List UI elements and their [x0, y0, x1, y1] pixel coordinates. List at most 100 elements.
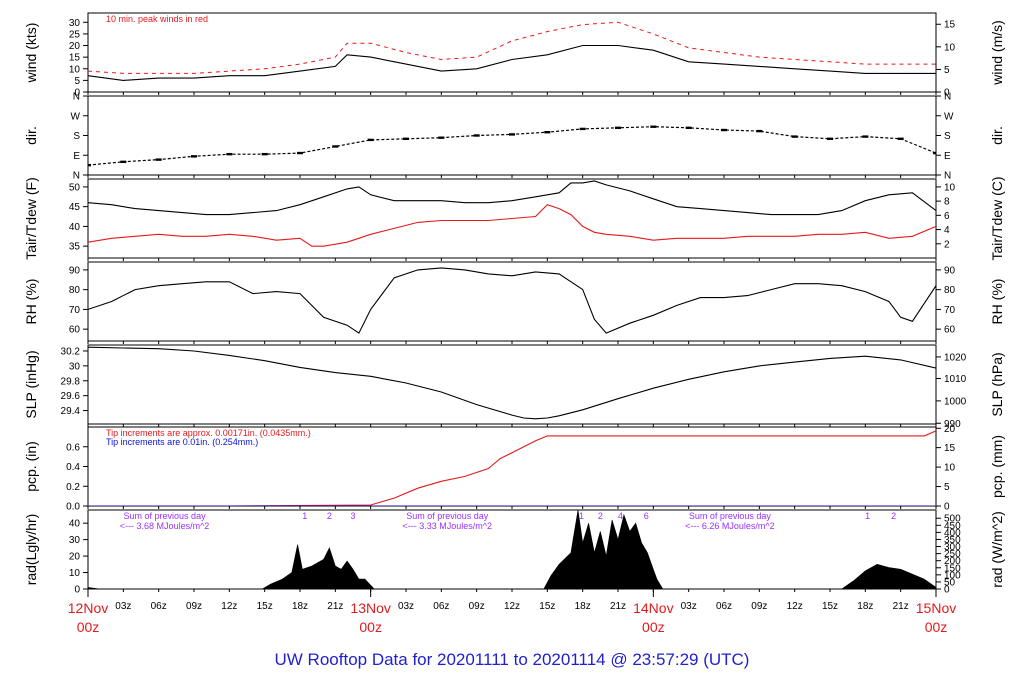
time-tick-label: 06z [433, 601, 449, 612]
panel-frame [87, 344, 937, 425]
time-tick-label: 12z [787, 601, 803, 612]
right-tick-label: 350 [944, 535, 961, 546]
time-tick-label: 12z [221, 601, 237, 612]
right-tick-label: 10 [944, 42, 956, 53]
right-tick-label: 500 [944, 514, 961, 525]
series-wind-direction [88, 125, 936, 167]
time-tick-label: 09z [186, 601, 202, 612]
series-solar-radiation-lgly-hr- [88, 510, 936, 589]
time-tick-label: 15z [257, 601, 273, 612]
right-tick-label: E [944, 151, 951, 162]
right-tick-label: 6 [944, 211, 950, 222]
time-tick-label: 15z [822, 601, 838, 612]
panel-temp: 35 40 45 50 2 4 6 8 10 Tair/Tdew (F) Tair/Tdew (C) [23, 176, 1005, 261]
series-tdew-f- [88, 204, 936, 247]
ylabel-left: pcp. (in) [23, 441, 39, 492]
ylabel-right: pcp. (mm) [989, 435, 1005, 498]
panel-rad: 010203040050100150200250300350400450500r… [23, 509, 1005, 596]
right-tick-label: 0 [944, 502, 950, 513]
left-tick-label: 60 [69, 325, 81, 336]
ylabel-left: dir. [23, 126, 39, 145]
left-tick-label: 25 [69, 29, 81, 40]
left-tick-label: 35 [69, 242, 81, 253]
right-tick-label: 150 [944, 563, 961, 574]
day-label: 15Nov [916, 600, 956, 616]
right-tick-label: 50 [944, 577, 956, 588]
time-tick-label: 09z [469, 601, 485, 612]
ylabel-left: SLP (inHg) [23, 350, 39, 418]
ylabel-right: SLP (hPa) [989, 352, 1005, 416]
left-tick-label: W [71, 111, 81, 122]
time-tick-label: 09z [751, 601, 767, 612]
left-tick-label: 30 [69, 535, 81, 546]
time-tick-label: 21z [893, 601, 909, 612]
left-tick-label: 30.2 [61, 346, 81, 357]
rad-sum-value: <--- 3.68 MJoules/m^2 [120, 521, 210, 531]
right-tick-label: 60 [944, 325, 956, 336]
rad-marker: 1 [579, 511, 584, 521]
ylabel-right: wind (m/s) [989, 20, 1005, 86]
rad-marker: 2 [891, 511, 896, 521]
right-tick-label: 8 [944, 197, 950, 208]
right-tick-label: 100 [944, 570, 961, 581]
pcp-annotation: Tip increments are 0.01in. (0.254mm.) [106, 437, 258, 447]
panel-slp: 29.4 29.6 29.8 30 30.2 990 1000 1010 1020 SLP (in… [23, 344, 1005, 430]
panel-rh: 60 70 80 90 60 70 80 90 RH (%) RH (%) [23, 261, 1005, 344]
right-tick-label: 80 [944, 285, 956, 296]
rad-sum-value: <--- 6.26 MJoules/m^2 [685, 521, 775, 531]
day-label: 13Nov [350, 600, 390, 616]
ylabel-right: dir. [989, 126, 1005, 145]
panel-frame [87, 261, 937, 342]
right-tick-label: N [944, 171, 951, 182]
left-tick-label: N [73, 171, 80, 182]
left-tick-label: 0.2 [66, 482, 80, 493]
rad-marker: 1 [865, 511, 870, 521]
left-tick-label: 10 [69, 568, 81, 579]
time-tick-label: 15z [539, 601, 555, 612]
time-tick-label: 06z [716, 601, 732, 612]
left-tick-label: 0 [74, 585, 80, 596]
right-tick-label: 1000 [944, 396, 967, 407]
right-tick-label: 2 [944, 239, 950, 250]
ylabel-left: rad(Lgly/hr) [23, 514, 39, 586]
time-tick-label: 18z [292, 601, 308, 612]
time-tick-label: 12z [504, 601, 520, 612]
right-tick-label: 15 [944, 443, 956, 454]
right-tick-label: 450 [944, 521, 961, 532]
series-tair-f- [88, 180, 936, 216]
series-accumulated-pcp-in- [88, 430, 936, 506]
left-tick-label: 5 [74, 76, 80, 87]
direction-trend [88, 126, 936, 166]
rad-marker: 2 [327, 511, 332, 521]
panel-frame [87, 12, 937, 93]
left-tick-label: 15 [69, 53, 81, 64]
left-tick-label: 29.4 [61, 406, 81, 417]
right-tick-label: 200 [944, 556, 961, 567]
time-tick-label: 21z [327, 601, 343, 612]
time-axis: 03z 06z 09z 12z 15z 18z 21z 03z 06z 09z 12z 15z 18z 2… [68, 589, 956, 635]
rad-marker: 6 [644, 511, 649, 521]
series-10-min-peak-kts- [88, 21, 936, 74]
left-tick-label: 50 [69, 182, 81, 193]
day-time-label: 00z [925, 619, 948, 635]
right-tick-label: 0 [944, 88, 950, 99]
left-tick-label: N [73, 92, 80, 103]
right-tick-label: 250 [944, 549, 961, 560]
series-wind-speed-kts- [88, 44, 936, 81]
ylabel-left: RH (%) [23, 279, 39, 325]
left-tick-label: S [73, 131, 80, 142]
right-tick-label: 990 [944, 419, 961, 430]
time-tick-label: 03z [681, 601, 697, 612]
left-tick-label: 0.0 [66, 502, 80, 513]
time-tick-label: 18z [857, 601, 873, 612]
left-tick-label: E [73, 151, 80, 162]
rad-sum-title: Sum of previous day [124, 511, 207, 521]
time-tick-label: 06z [151, 601, 167, 612]
left-tick-label: 0.4 [66, 462, 80, 473]
day-label: 12Nov [68, 600, 108, 616]
ylabel-right: rad (W/m^2) [989, 511, 1005, 588]
left-tick-label: 70 [69, 305, 81, 316]
